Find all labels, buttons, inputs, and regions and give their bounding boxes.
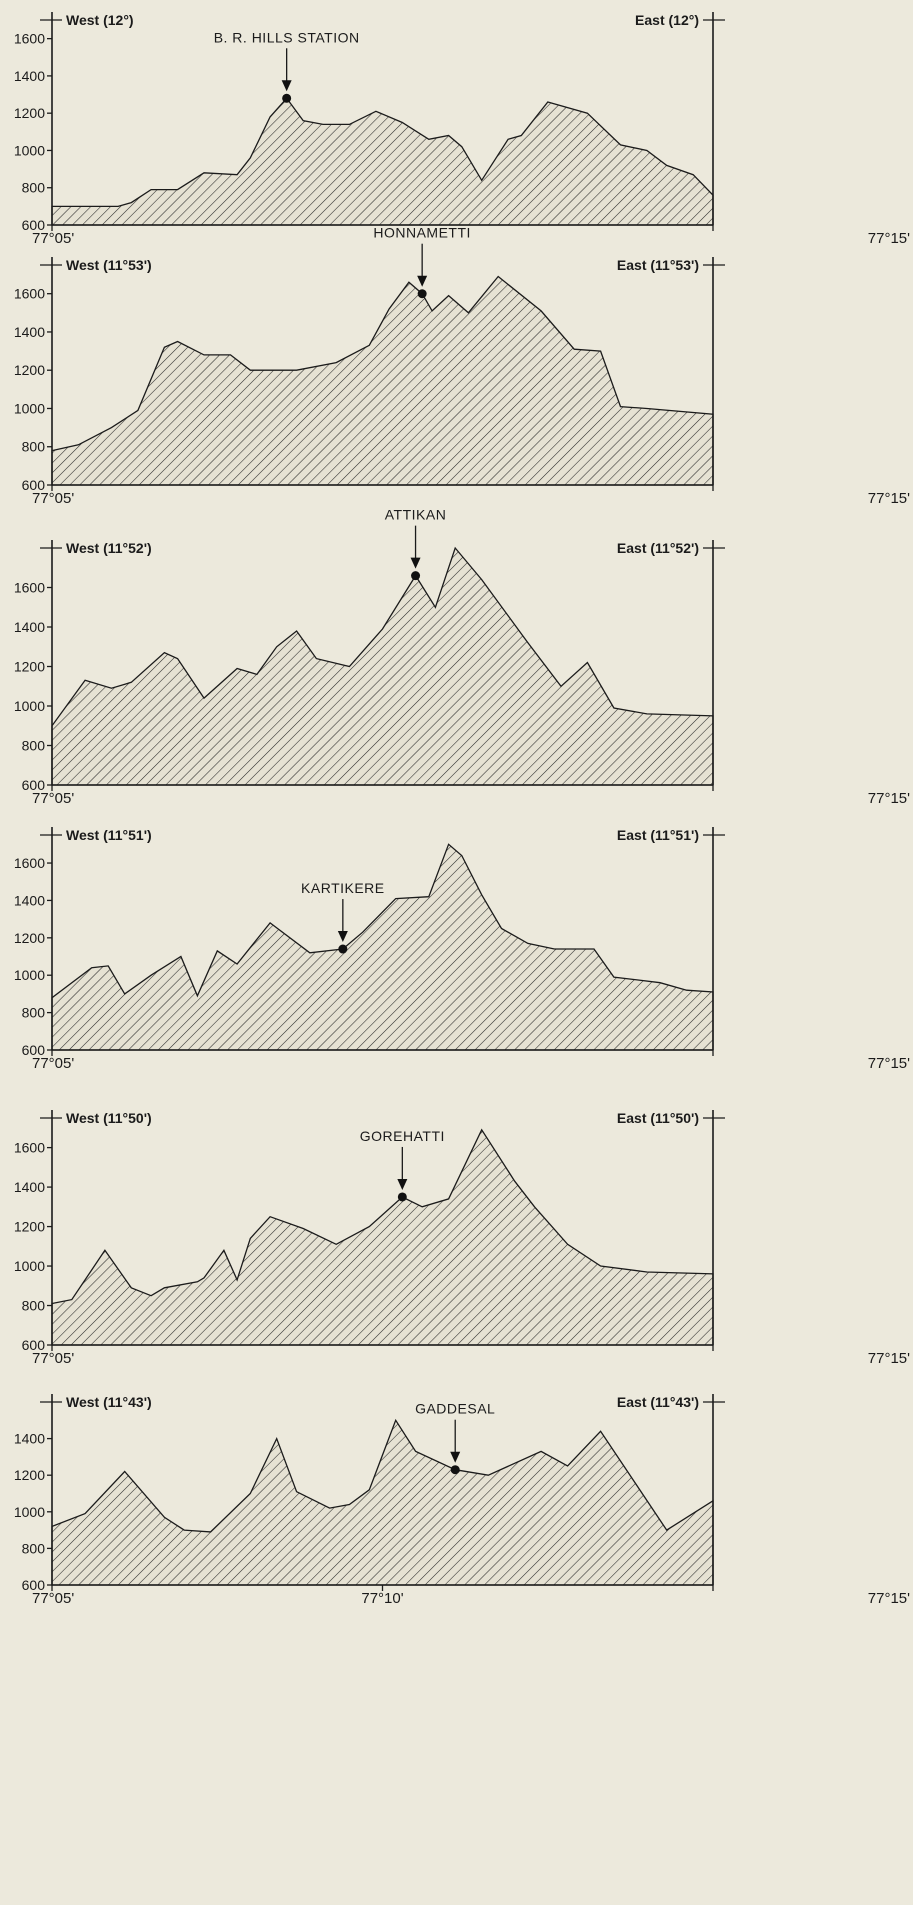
x-label-east: 77°15': [868, 490, 910, 507]
y-tick-label: 800: [22, 738, 46, 754]
y-tick-label: 1000: [14, 1504, 45, 1520]
y-tick-label: 1000: [14, 142, 45, 158]
profile-panel-6: 600 800 1000 1200 1400 77°05' 77°15' 77°10' West…: [14, 1394, 910, 1607]
station-marker: [397, 1192, 407, 1202]
arrow-head-icon: [281, 80, 292, 92]
elevation-area: [51, 1128, 714, 1346]
y-tick-label: 600: [22, 1042, 46, 1058]
arrow-head-icon: [337, 931, 348, 943]
y-tick-label: 600: [22, 1577, 46, 1593]
station-marker: [338, 944, 348, 954]
west-label: West (11°51'): [66, 827, 152, 843]
x-label-west: 77°05': [32, 1590, 74, 1607]
west-label: West (11°53'): [66, 257, 152, 273]
y-tick-label: 1000: [14, 698, 45, 714]
east-label: East (12°): [635, 12, 699, 28]
x-label-east: 77°15': [868, 790, 910, 807]
y-tick-label: 1200: [14, 105, 45, 121]
x-label-mid: 77°10': [361, 1590, 403, 1607]
station-label: KARTIKERE: [301, 880, 385, 896]
y-tick-label: 800: [22, 180, 46, 196]
station-marker: [411, 571, 421, 581]
arrow-head-icon: [410, 557, 421, 569]
y-tick-label: 800: [22, 1005, 46, 1021]
y-tick-label: 600: [22, 777, 46, 793]
profile-panel-4: 600 800 1000 1200 1400 1600 77°05' 77°15' West (…: [14, 827, 910, 1072]
station-label: GOREHATTI: [360, 1128, 445, 1144]
y-tick-label: 1000: [14, 400, 45, 416]
x-label-east: 77°15': [868, 230, 910, 247]
profile-panel-1: 600 800 1000 1200 1400 1600 77°05' 77°15' West (…: [14, 12, 910, 247]
y-tick-label: 600: [22, 477, 46, 493]
y-tick-label: 1600: [14, 580, 45, 596]
y-tick-label: 800: [22, 1298, 46, 1314]
elevation-area: [51, 546, 714, 786]
y-tick-label: 1400: [14, 68, 45, 84]
y-tick-label: 1400: [14, 1431, 45, 1447]
y-tick-label: 1400: [14, 619, 45, 635]
station-label: HONNAMETTI: [373, 225, 471, 241]
y-tick-label: 1400: [14, 324, 45, 340]
y-tick-label: 1200: [14, 362, 45, 378]
elevation-area: [51, 843, 714, 1051]
x-label-west: 77°05': [32, 790, 74, 807]
y-tick-label: 800: [22, 439, 46, 455]
x-label-west: 77°05': [32, 490, 74, 507]
station-label: B. R. HILLS STATION: [214, 29, 360, 45]
station-marker: [282, 93, 292, 103]
y-tick-label: 1400: [14, 1179, 45, 1195]
x-label-east: 77°15': [868, 1350, 910, 1367]
y-tick-label: 1600: [14, 1140, 45, 1156]
east-label: East (11°51'): [617, 827, 699, 843]
elevation-area: [51, 97, 714, 226]
west-label: West (11°52'): [66, 540, 152, 556]
east-label: East (11°50'): [617, 1110, 699, 1126]
west-label: West (11°43'): [66, 1394, 152, 1410]
profile-panel-3: 600 800 1000 1200 1400 1600 77°05' 77°15' West (…: [14, 507, 910, 807]
station-label: ATTIKAN: [385, 507, 447, 523]
east-label: East (11°43'): [617, 1394, 699, 1410]
y-tick-label: 1400: [14, 892, 45, 908]
elevation-area: [51, 1418, 714, 1586]
y-tick-label: 1000: [14, 1258, 45, 1274]
x-label-west: 77°05': [32, 1055, 74, 1072]
y-tick-label: 600: [22, 1337, 46, 1353]
x-label-east: 77°15': [868, 1055, 910, 1072]
arrow-head-icon: [397, 1178, 408, 1190]
station-marker: [450, 1465, 460, 1475]
station-marker: [417, 289, 427, 299]
y-tick-label: 1200: [14, 659, 45, 675]
west-label: West (12°): [66, 12, 134, 28]
station-label: GADDESAL: [415, 1401, 495, 1417]
y-tick-label: 1200: [14, 930, 45, 946]
x-label-west: 77°05': [32, 1350, 74, 1367]
y-tick-label: 1200: [14, 1219, 45, 1235]
east-label: East (11°53'): [617, 257, 699, 273]
arrow-head-icon: [417, 275, 428, 287]
arrow-head-icon: [450, 1451, 461, 1463]
elevation-area: [51, 275, 714, 486]
x-label-west: 77°05': [32, 230, 74, 247]
profile-panel-5: 600 800 1000 1200 1400 1600 77°05' 77°15' West (…: [14, 1110, 910, 1367]
y-tick-label: 1600: [14, 855, 45, 871]
x-label-east: 77°15': [868, 1590, 910, 1607]
y-tick-label: 600: [22, 217, 46, 233]
y-tick-label: 1200: [14, 1467, 45, 1483]
west-label: West (11°50'): [66, 1110, 152, 1126]
y-tick-label: 1600: [14, 286, 45, 302]
y-tick-label: 1000: [14, 967, 45, 983]
east-label: East (11°52'): [617, 540, 699, 556]
y-tick-label: 800: [22, 1540, 46, 1556]
y-tick-label: 1600: [14, 31, 45, 47]
profile-panel-2: 600 800 1000 1200 1400 1600 77°05' 77°15' West (…: [14, 225, 910, 507]
